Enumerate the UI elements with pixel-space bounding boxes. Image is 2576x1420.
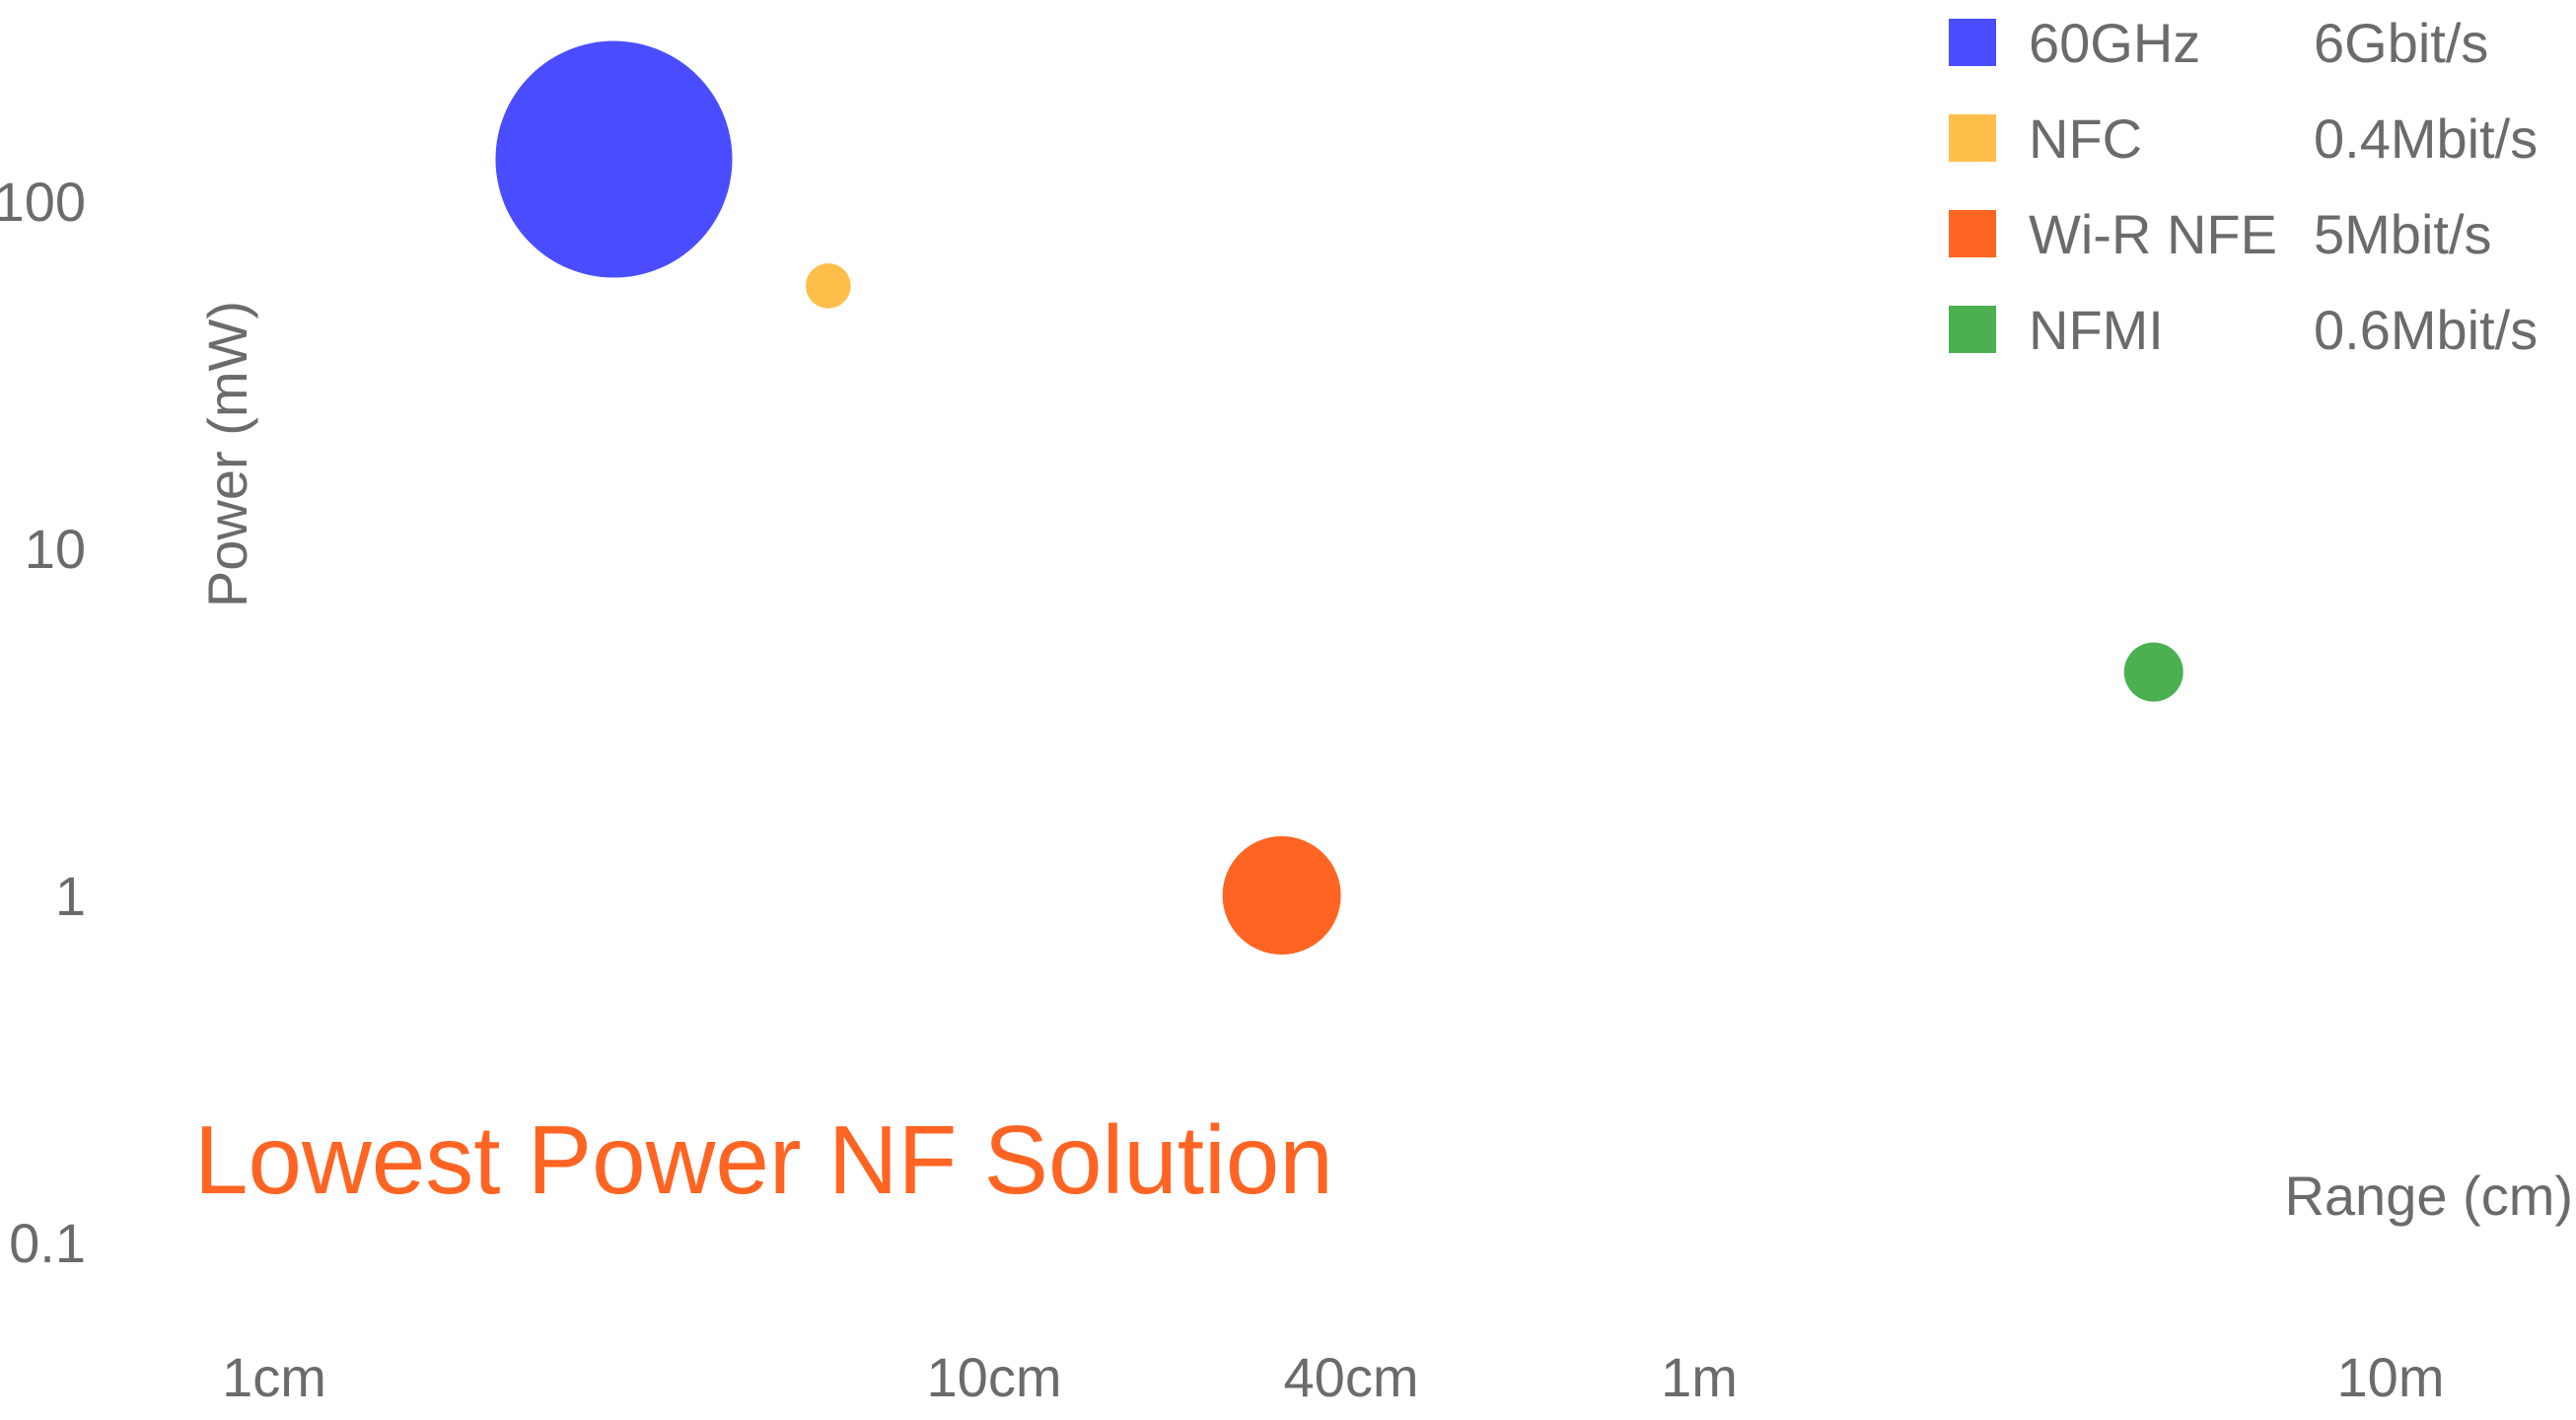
x-tick-label: 10cm — [927, 1346, 1062, 1408]
y-tick-label: 0.1 — [9, 1212, 86, 1274]
legend-swatch — [1949, 114, 1996, 162]
legend-label: NFMI — [2029, 299, 2164, 361]
x-tick-label: 1cm — [222, 1346, 326, 1408]
bubble-wi-r-nfe — [1222, 836, 1341, 955]
legend-item: NFMI 0.6Mbit/s — [1949, 299, 2538, 361]
legend-label: Wi-R NFE — [2029, 203, 2277, 265]
x-tick-label: 1m — [1661, 1346, 1738, 1408]
y-tick-label: 100 — [0, 171, 86, 233]
x-tick-label: 40cm — [1284, 1346, 1419, 1408]
legend: 60GHz 6Gbit/s NFC 0.4Mbit/s Wi-R NFE 5Mbit/s N… — [1949, 12, 2538, 361]
legend-item: 60GHz 6Gbit/s — [1949, 12, 2488, 74]
y-tick-label: 10 — [25, 518, 86, 580]
legend-swatch — [1949, 306, 1996, 353]
y-axis-title: Power (mW) — [196, 301, 258, 607]
bubbles — [495, 40, 2183, 955]
legend-rate: 6Gbit/s — [2314, 12, 2488, 74]
legend-rate: 5Mbit/s — [2314, 203, 2492, 265]
y-tick-label: 1 — [55, 865, 86, 927]
bubble-nfc — [806, 263, 851, 309]
legend-rate: 0.6Mbit/s — [2314, 299, 2538, 361]
annotation-lowest-power: Lowest Power NF Solution — [194, 1105, 1333, 1214]
legend-rate: 0.4Mbit/s — [2314, 107, 2538, 170]
legend-swatch — [1949, 210, 1996, 257]
bubble-60ghz — [495, 40, 733, 278]
legend-label: NFC — [2029, 107, 2142, 170]
y-axis-ticks: 100 10 1 0.1 — [0, 171, 86, 1274]
legend-label: 60GHz — [2029, 12, 2200, 74]
x-axis-title: Range (cm) — [2284, 1165, 2573, 1227]
x-axis-ticks: 1cm 10cm 40cm 1m 10m — [222, 1346, 2444, 1408]
x-tick-label: 10m — [2337, 1346, 2445, 1408]
bubble-nfmi — [2123, 642, 2183, 702]
legend-item: Wi-R NFE 5Mbit/s — [1949, 203, 2492, 265]
legend-swatch — [1949, 19, 1996, 66]
legend-item: NFC 0.4Mbit/s — [1949, 107, 2538, 170]
